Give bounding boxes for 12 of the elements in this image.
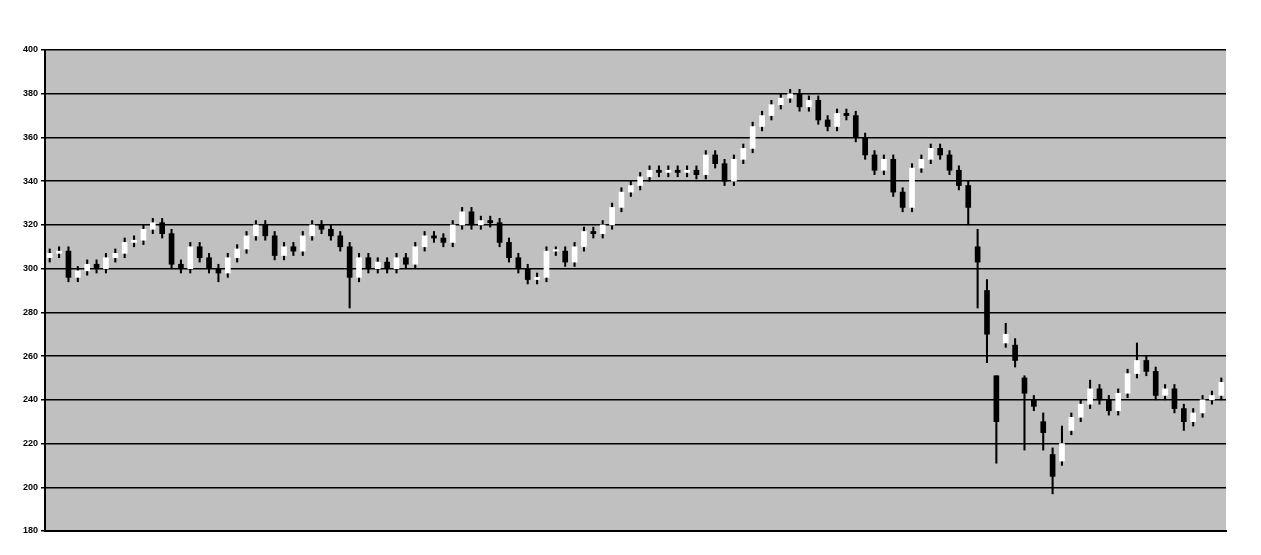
y-tick-label: 300 bbox=[22, 263, 39, 274]
y-tick-label: 340 bbox=[22, 175, 39, 186]
y-tick-label: 180 bbox=[22, 525, 39, 536]
y-tick-label: 400 bbox=[22, 44, 39, 55]
y-tick-label: 380 bbox=[22, 88, 39, 99]
y-tick-label: 220 bbox=[22, 438, 39, 449]
y-tick-label: 320 bbox=[22, 219, 39, 230]
y-tick-label: 280 bbox=[22, 306, 39, 317]
y-tick-label: 260 bbox=[22, 350, 39, 361]
y-tick-label: 200 bbox=[22, 481, 39, 492]
y-tick-label: 360 bbox=[22, 131, 39, 142]
y-tick-label: 240 bbox=[22, 394, 39, 405]
